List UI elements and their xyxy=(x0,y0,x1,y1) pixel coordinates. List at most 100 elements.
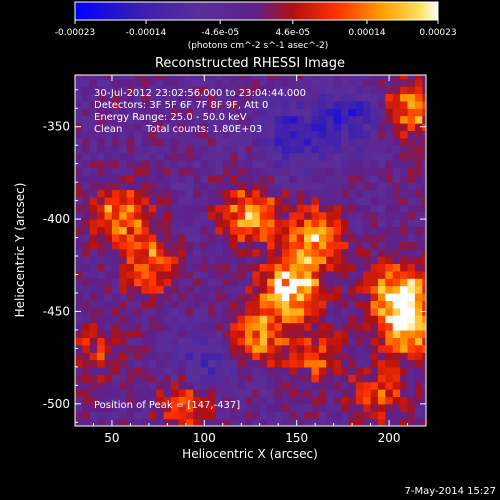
heatmap-cell xyxy=(392,137,401,146)
heatmap-cell xyxy=(385,396,394,405)
heatmap-cell xyxy=(422,374,426,383)
heatmap-cell xyxy=(208,152,216,161)
heatmap-cell xyxy=(400,307,409,316)
heatmap-cell xyxy=(185,270,194,279)
heatmap-cell xyxy=(392,211,401,220)
heatmap-cell xyxy=(148,174,157,183)
heatmap-cell xyxy=(355,263,364,272)
heatmap-cell xyxy=(304,292,313,301)
heatmap-cell xyxy=(171,366,180,375)
heatmap-cell xyxy=(304,411,313,420)
heatmap-cell xyxy=(333,344,342,353)
heatmap-cell xyxy=(348,278,357,287)
heatmap-cell xyxy=(75,322,83,331)
heatmap-cell xyxy=(267,352,276,361)
heatmap-cell xyxy=(363,374,372,383)
heatmap-cell xyxy=(274,137,283,146)
heatmap-cell xyxy=(230,389,239,398)
heatmap-cell xyxy=(244,219,253,228)
heatmap-cell xyxy=(185,152,194,161)
heatmap-cell xyxy=(134,159,143,168)
heatmap-cell xyxy=(370,322,379,331)
heatmap-cell xyxy=(370,403,379,412)
heatmap-cell xyxy=(141,322,150,331)
heatmap-cell xyxy=(141,75,150,80)
heatmap-cell xyxy=(75,196,83,205)
heatmap-cell xyxy=(370,137,379,146)
heatmap-cell xyxy=(200,108,209,117)
heatmap-cell xyxy=(200,233,209,242)
heatmap-cell xyxy=(274,241,283,250)
heatmap-cell xyxy=(348,226,357,235)
heatmap-cell xyxy=(414,75,423,80)
heatmap-cell xyxy=(134,278,143,287)
heatmap-cell xyxy=(156,418,165,426)
heatmap-cell xyxy=(281,130,290,139)
heatmap-cell xyxy=(363,270,372,279)
heatmap-cell xyxy=(185,263,194,272)
heatmap-cell xyxy=(156,352,165,361)
heatmap-cell xyxy=(318,411,327,420)
heatmap-cell xyxy=(222,381,231,390)
heatmap-cell xyxy=(119,248,128,257)
heatmap-cell xyxy=(274,75,283,80)
heatmap-cell xyxy=(348,300,357,309)
heatmap-cell xyxy=(341,352,350,361)
heatmap-cell xyxy=(230,337,239,346)
heatmap-cell xyxy=(141,108,150,117)
heatmap-cell xyxy=(215,337,224,346)
heatmap-cell xyxy=(237,86,246,95)
heatmap-cell xyxy=(134,256,143,265)
heatmap-cell xyxy=(126,123,135,132)
heatmap-cell xyxy=(326,315,335,324)
heatmap-cell xyxy=(171,226,180,235)
heatmap-cell xyxy=(208,396,216,405)
heatmap-cell xyxy=(407,189,416,198)
heatmap-cell xyxy=(82,226,91,235)
heatmap-cell xyxy=(267,263,276,272)
heatmap-cell xyxy=(414,204,423,213)
heatmap-cell xyxy=(385,374,394,383)
heatmap-cell xyxy=(333,381,342,390)
heatmap-cell xyxy=(111,226,120,235)
heatmap-cell xyxy=(178,359,187,368)
heatmap-cell xyxy=(244,233,253,242)
heatmap-cell xyxy=(156,381,165,390)
heatmap-cell xyxy=(407,248,416,257)
heatmap-cell xyxy=(222,226,231,235)
heatmap-cell xyxy=(289,78,298,87)
heatmap-cell xyxy=(156,137,165,146)
heatmap-cell xyxy=(148,344,157,353)
heatmap-cell xyxy=(163,256,172,265)
heatmap-cell xyxy=(163,233,172,242)
heatmap-cell xyxy=(370,285,379,294)
heatmap-cell xyxy=(304,374,313,383)
heatmap-cell xyxy=(348,75,357,80)
heatmap-cell xyxy=(230,329,239,338)
heatmap-cell xyxy=(97,411,106,420)
heatmap-cell xyxy=(89,233,98,242)
heatmap-cell xyxy=(281,78,290,87)
heatmap-cell xyxy=(281,300,290,309)
heatmap-cell xyxy=(281,219,290,228)
heatmap-cell xyxy=(215,115,224,124)
heatmap-cell xyxy=(89,292,98,301)
heatmap-cell xyxy=(208,389,216,398)
heatmap-cell xyxy=(244,248,253,257)
heatmap-cell xyxy=(193,115,202,124)
heatmap-cell xyxy=(274,270,283,279)
heatmap-cell xyxy=(208,411,216,420)
heatmap-cell xyxy=(208,263,216,272)
heatmap-cell xyxy=(200,403,209,412)
heatmap-cell xyxy=(259,174,268,183)
heatmap-cell xyxy=(134,337,143,346)
heatmap-cell xyxy=(97,366,106,375)
heatmap-cell xyxy=(193,270,202,279)
heatmap-cell xyxy=(75,344,83,353)
heatmap-cell xyxy=(318,270,327,279)
heatmap-cell xyxy=(289,204,298,213)
heatmap-cell xyxy=(75,159,83,168)
heatmap-cell xyxy=(289,418,298,426)
heatmap-cell xyxy=(163,381,172,390)
heatmap-cell xyxy=(200,189,209,198)
